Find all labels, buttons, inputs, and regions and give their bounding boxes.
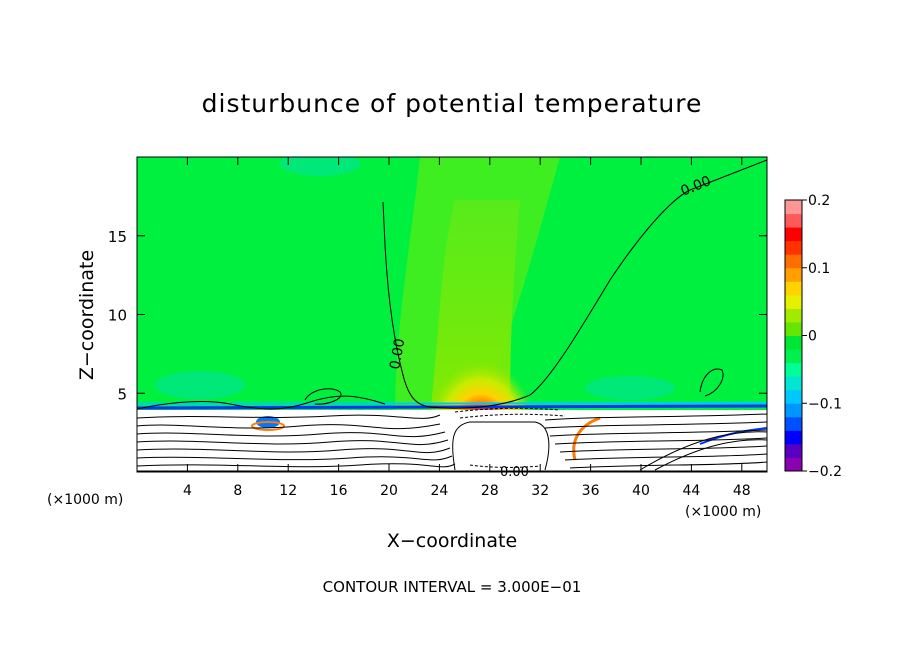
colorbar-swatch [785,335,802,350]
colorbar-swatch [785,389,802,404]
x-tick-label: 40 [632,483,650,499]
colorbar-tick-label: −0.2 [808,464,842,480]
colorbar-ticks: 0.2 0.1 0 −0.1 −0.2 [802,193,842,480]
chart-title: disturbunce of potential temperature [202,89,703,118]
colorbar-swatch [785,349,802,364]
x-tick-label: 28 [481,483,499,499]
x-tick-label: 36 [582,483,600,499]
upper-contours [137,159,767,410]
colorbar-swatch [785,213,802,228]
y-axis-ticks: 5 10 15 [108,228,767,403]
colorbar-swatch [785,294,802,309]
colorbar-swatch [785,267,802,282]
x-tick-label: 4 [183,483,192,499]
x-unit-right: (×1000 m) [685,504,761,520]
x-axis-label: X−coordinate [387,530,517,552]
x-unit-left: (×1000 m) [47,492,123,508]
colorbar-swatch [785,254,802,269]
x-tick-label: 20 [380,483,398,499]
colorbar-tick-label: 0.1 [808,261,830,277]
blue-patch-right [699,427,767,445]
plot-area [137,157,767,472]
colorbar [784,199,803,472]
contour-interval-note: CONTOUR INTERVAL = 3.000E−01 [323,578,582,596]
colorbar-swatch [785,430,802,445]
x-tick-label: 44 [682,483,700,499]
colorbar-swatch [785,416,802,431]
x-tick-label: 48 [733,483,751,499]
colorbar-tick-label: −0.1 [808,396,842,412]
colorbar-swatch [785,200,802,215]
cold-boundary-edge [137,404,767,410]
y-tick-label: 10 [108,307,127,325]
x-axis-ticks: 4 8 12 16 20 24 28 32 36 40 44 48 [183,157,751,499]
dashed-contours [454,407,566,468]
warm-patch-right [572,416,601,461]
x-tick-label: 16 [330,483,348,499]
boundary-contours [137,413,767,472]
x-tick-label: 24 [430,483,448,499]
cool-patch-top [280,157,360,176]
colorbar-swatch [785,376,802,391]
colorbar-swatch [785,443,802,458]
colorbar-swatch [785,227,802,242]
x-tick-label: 32 [531,483,549,499]
colorbar-tick-label: 0.2 [808,193,830,209]
colorbar-swatch [785,403,802,418]
colorbar-swatch [785,308,802,323]
warm-patch-left [251,421,285,431]
x-tick-label: 12 [279,483,297,499]
colorbar-swatch [785,321,802,336]
y-axis-label: Z−coordinate [76,250,98,380]
colorbar-swatch [785,281,802,296]
y-tick-label: 15 [108,228,127,246]
y-tick-label: 5 [117,385,127,403]
contour-label-left: 0.00 [387,337,408,370]
colorbar-swatch [785,362,802,377]
cool-patch-left [155,371,245,399]
cyan-boundary-edge [137,402,767,405]
colorbar-swatch [785,457,802,472]
x-tick-label: 8 [233,483,242,499]
colorbar-tick-label: 0 [808,329,817,345]
cool-patch-right [585,376,675,400]
colorbar-swatch [785,240,802,255]
